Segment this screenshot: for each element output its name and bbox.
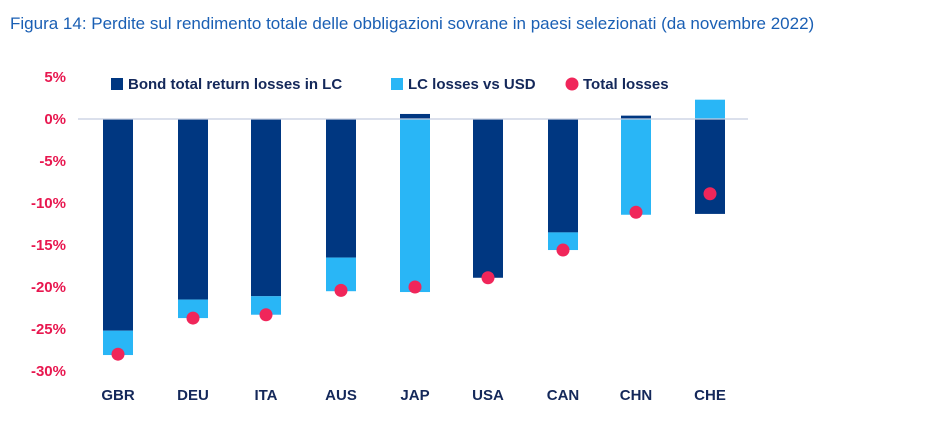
bar-bond-loss-jap	[400, 113, 430, 119]
x-tick-label: CAN	[547, 387, 580, 404]
x-tick-label: USA	[472, 387, 504, 404]
legend-swatch-fx	[391, 78, 403, 90]
x-tick-label: ITA	[254, 387, 277, 404]
total-loss-point-jap	[408, 280, 422, 294]
y-tick-label: -15%	[31, 237, 66, 254]
bar-bond-loss-deu	[178, 119, 208, 300]
y-tick-label: 0%	[44, 111, 66, 128]
bar-bond-loss-ita	[251, 119, 281, 297]
y-tick-label: 5%	[44, 69, 66, 86]
bar-fx-loss-deu	[178, 299, 208, 319]
bar-fx-loss-jap	[400, 119, 430, 293]
y-tick-label: -30%	[31, 363, 66, 380]
bar-fx-loss-can	[548, 232, 578, 251]
y-tick-label: -5%	[39, 153, 66, 170]
bar-fx-loss-che	[695, 99, 725, 119]
total-loss-point-ita	[259, 308, 273, 322]
x-tick-label: AUS	[325, 387, 357, 404]
bar-bond-loss-gbr	[103, 119, 133, 331]
legend-label-total: Total losses	[583, 76, 669, 93]
bar-fx-loss-ita	[251, 296, 281, 315]
x-tick-label: CHE	[694, 387, 726, 404]
bar-bond-loss-chn	[621, 115, 651, 119]
bar-bond-loss-can	[548, 119, 578, 233]
legend-label-bond: Bond total return losses in LC	[128, 76, 342, 93]
total-loss-point-gbr	[111, 347, 125, 361]
total-loss-point-che	[703, 187, 717, 201]
total-loss-point-chn	[629, 205, 643, 219]
total-loss-point-aus	[334, 283, 348, 297]
total-loss-point-usa	[481, 271, 495, 285]
bar-bond-loss-aus	[326, 119, 356, 258]
bar-bond-loss-usa	[473, 119, 503, 278]
y-tick-label: -20%	[31, 279, 66, 296]
y-tick-label: -10%	[31, 195, 66, 212]
legend-swatch-total	[565, 77, 579, 91]
x-tick-label: DEU	[177, 387, 209, 404]
legend-swatch-bond	[111, 78, 123, 90]
total-loss-point-can	[556, 243, 570, 257]
x-tick-label: JAP	[400, 387, 429, 404]
legend-label-fx: LC losses vs USD	[408, 76, 536, 93]
y-tick-label: -25%	[31, 321, 66, 338]
bar-fx-loss-chn	[621, 119, 651, 215]
total-loss-point-deu	[186, 311, 200, 325]
x-tick-label: GBR	[101, 387, 135, 404]
x-tick-label: CHN	[620, 387, 653, 404]
chart-title: Figura 14: Perdite sul rendimento totale…	[10, 14, 815, 33]
